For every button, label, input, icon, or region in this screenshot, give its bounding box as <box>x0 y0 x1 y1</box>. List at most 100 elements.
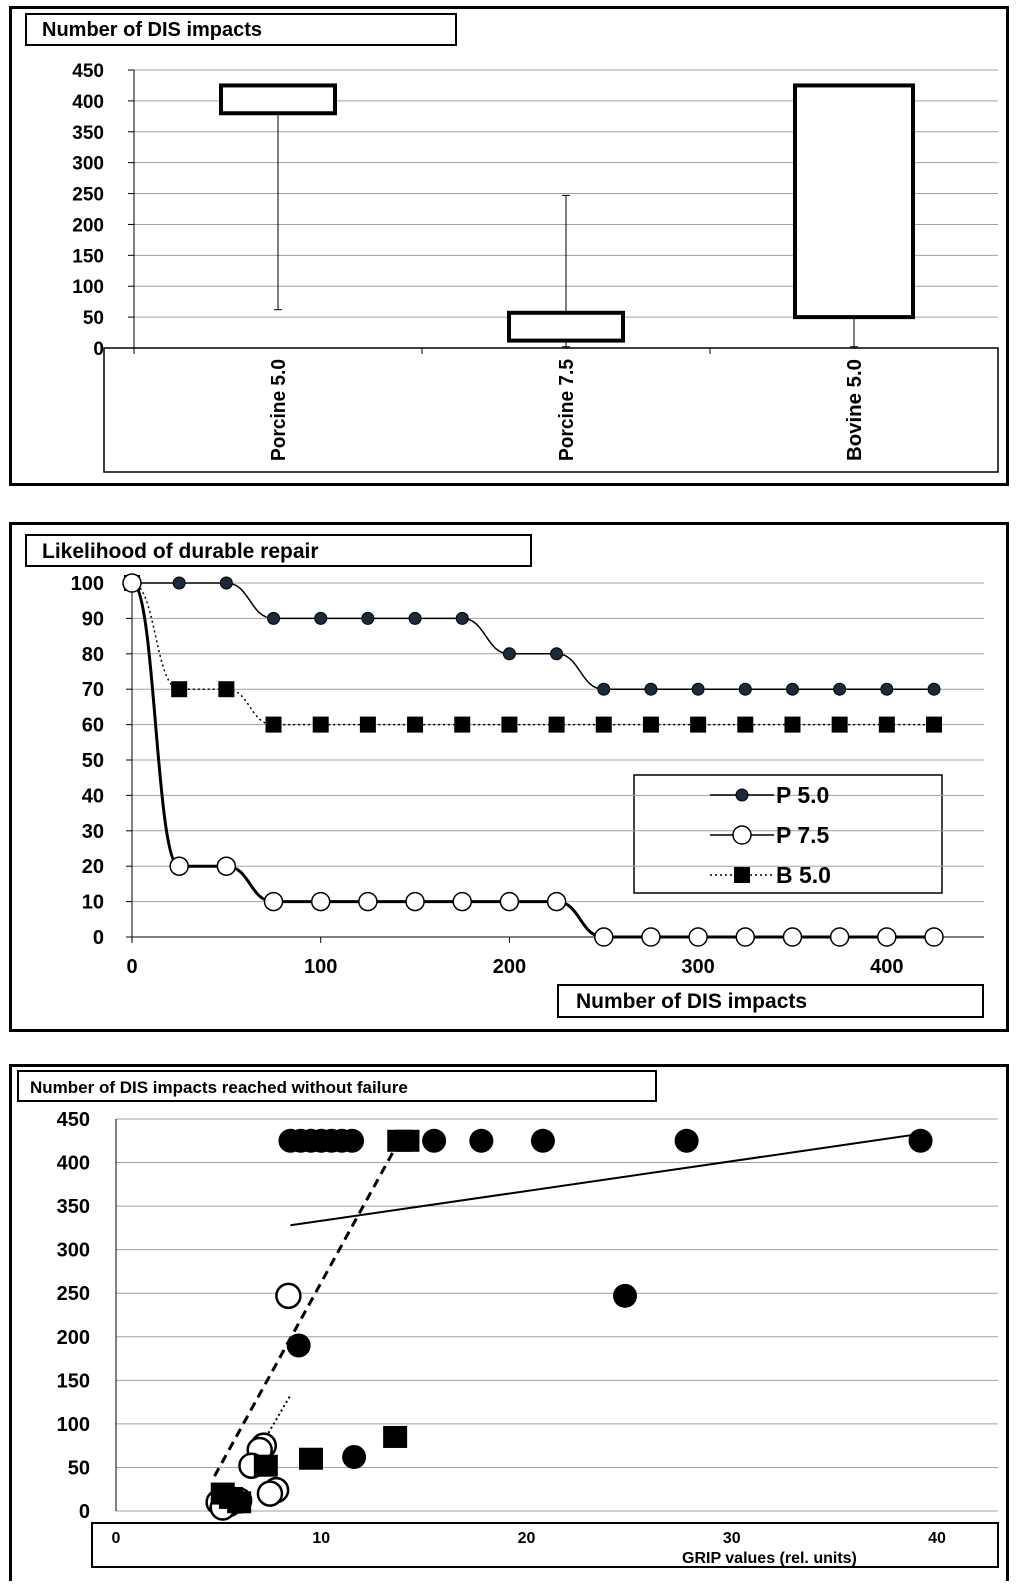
y-tick-label: 60 <box>82 715 104 737</box>
y-tick-label: 0 <box>93 927 104 949</box>
data-point <box>218 681 235 698</box>
data-point <box>833 682 847 696</box>
data-point <box>878 716 895 733</box>
y-tick-label: 200 <box>57 1327 90 1349</box>
data-point <box>831 716 848 733</box>
data-point <box>275 1282 302 1310</box>
scatter-chart: Number of DIS impacts reached without fa… <box>17 1070 999 1568</box>
category-label: Porcine 5.0 <box>268 359 290 461</box>
y-tick-label: 30 <box>82 821 104 843</box>
line-chart-xlabel: Number of DIS impacts <box>576 990 807 1013</box>
data-point <box>502 647 516 661</box>
data-point <box>734 867 750 883</box>
y-tick-label: 150 <box>72 246 104 267</box>
y-tick-label: 350 <box>57 1196 90 1218</box>
y-tick-label: 0 <box>93 339 104 360</box>
data-point <box>227 1491 252 1514</box>
y-tick-label: 20 <box>82 856 104 878</box>
box-chart-title: Number of DIS impacts <box>42 19 262 41</box>
data-point <box>169 856 189 876</box>
y-tick-label: 0 <box>79 1501 90 1523</box>
data-point <box>642 716 659 733</box>
data-point <box>172 576 186 590</box>
y-tick-label: 450 <box>57 1109 90 1131</box>
box-chart-panel: Number of DIS impacts 0 50 100 150 200 250 300… <box>9 6 1009 486</box>
data-point <box>265 716 282 733</box>
x-tick-label: 30 <box>723 1530 741 1547</box>
data-point <box>595 716 612 733</box>
data-point <box>359 716 376 733</box>
x-tick-label: 0 <box>126 956 137 978</box>
data-point <box>688 927 708 947</box>
data-point <box>877 927 897 947</box>
line-chart-panel: Likelihood of durable repair Number of D… <box>9 522 1009 1032</box>
data-point <box>452 891 472 912</box>
data-point <box>690 716 707 733</box>
data-point <box>383 1425 408 1448</box>
x-tick-label: 10 <box>312 1530 330 1547</box>
data-point <box>644 682 658 696</box>
data-point <box>548 716 565 733</box>
data-point <box>358 891 378 912</box>
data-point <box>310 891 331 912</box>
data-point <box>924 927 944 947</box>
data-point <box>927 682 941 696</box>
category-axis-box <box>103 347 999 473</box>
y-tick-label: 70 <box>82 679 104 701</box>
line-chart-xlabel-box <box>557 984 984 1018</box>
legend-label: P 5.0 <box>776 782 829 808</box>
data-point <box>216 856 237 876</box>
x-tick-label: 400 <box>870 956 903 978</box>
y-tick-label: 300 <box>57 1240 90 1262</box>
data-point <box>641 927 661 947</box>
y-tick-label: 350 <box>72 123 104 144</box>
data-point <box>732 825 752 845</box>
y-tick-label: 50 <box>82 750 104 772</box>
x-tick-label: 0 <box>112 1530 121 1547</box>
box <box>507 310 625 343</box>
y-tick-label: 250 <box>72 185 104 206</box>
line-chart-title: Likelihood of durable repair <box>42 540 319 563</box>
scatter-chart-xlabel: GRIP values (rel. units) <box>682 1550 857 1567</box>
data-point <box>530 1128 555 1153</box>
data-point <box>408 611 422 625</box>
line-chart: Likelihood of durable repair Number of D… <box>25 534 984 1018</box>
y-tick-label: 50 <box>83 308 104 329</box>
y-tick-label: 100 <box>71 573 104 595</box>
x-tick-label: 100 <box>304 956 337 978</box>
x-tick-label: 200 <box>493 956 526 978</box>
legend-label: P 7.5 <box>776 822 829 848</box>
x-tick-label: 40 <box>928 1530 946 1547</box>
data-point <box>395 1129 420 1152</box>
data-point <box>550 647 564 661</box>
data-point <box>908 1128 933 1153</box>
data-point <box>674 1128 699 1153</box>
data-point <box>312 716 329 733</box>
box <box>793 83 915 320</box>
box-chart-title-box <box>25 13 457 46</box>
y-tick-label: 90 <box>82 608 104 630</box>
scatter-chart-xaxis-box <box>91 1522 999 1568</box>
legend-box <box>633 774 943 894</box>
data-point <box>455 611 469 625</box>
box-chart: Number of DIS impacts 0 50 100 150 200 250 300… <box>25 13 999 473</box>
data-point <box>469 1128 494 1153</box>
x-tick-label: 20 <box>518 1530 536 1547</box>
data-point <box>829 927 850 947</box>
data-point <box>361 611 375 625</box>
y-tick-label: 300 <box>72 154 104 175</box>
data-point <box>342 1444 367 1469</box>
trend-line <box>213 1140 401 1477</box>
data-point <box>735 927 756 947</box>
y-tick-label: 40 <box>82 785 104 807</box>
data-point <box>219 576 233 590</box>
data-point <box>405 891 425 912</box>
data-point <box>785 682 799 696</box>
data-point <box>501 716 518 733</box>
y-tick-label: 200 <box>72 215 104 236</box>
x-tick-label: 300 <box>681 956 714 978</box>
y-tick-label: 10 <box>82 892 104 914</box>
data-point <box>597 682 611 696</box>
y-tick-label: 450 <box>72 61 104 82</box>
scatter-chart-title: Number of DIS impacts reached without fa… <box>30 1078 408 1097</box>
